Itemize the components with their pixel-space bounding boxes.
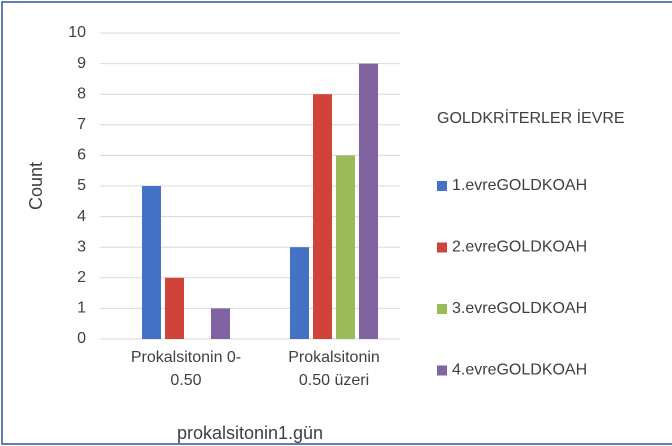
y-tick-label: 7 [77, 116, 86, 133]
bar [165, 277, 184, 339]
x-tick-label: Prokalsitonin 0-0.50 [130, 349, 242, 389]
legend-label: 2.evreGOLDKOAH [452, 239, 587, 256]
y-tick-label: 2 [77, 269, 86, 286]
legend-swatch [437, 304, 447, 314]
legend-swatch [437, 242, 447, 253]
legend-label: 1.evreGOLDKOAH [452, 177, 587, 194]
bar [359, 63, 378, 339]
y-axis-label: Count [26, 162, 46, 210]
legend-label: 3.evreGOLDKOAH [452, 300, 587, 317]
legend-swatch [437, 181, 447, 191]
legend-label: 4.evreGOLDKOAH [452, 362, 587, 379]
y-tick-label: 9 [77, 55, 86, 72]
y-tick-label: 5 [77, 177, 86, 194]
bar [313, 94, 332, 339]
legend-swatch [437, 365, 447, 376]
x-tick-label: Prokalsitonin 0.50 üzeri [288, 349, 380, 389]
y-tick-label: 3 [77, 238, 86, 255]
y-tick-label: 6 [77, 147, 86, 164]
y-tick-label: 0 [77, 330, 86, 347]
y-tick-label: 8 [77, 85, 86, 102]
y-tick-label: 1 [77, 300, 86, 317]
x-axis-label: prokalsitonin1.gün [177, 423, 323, 443]
y-tick-label: 4 [77, 208, 86, 225]
bar [290, 247, 309, 339]
y-tick-label: 10 [68, 24, 86, 41]
bar [336, 155, 355, 339]
bar [211, 308, 230, 339]
legend-title: GOLDKRİTERLER İEVRE [437, 110, 625, 127]
bar [142, 186, 161, 339]
